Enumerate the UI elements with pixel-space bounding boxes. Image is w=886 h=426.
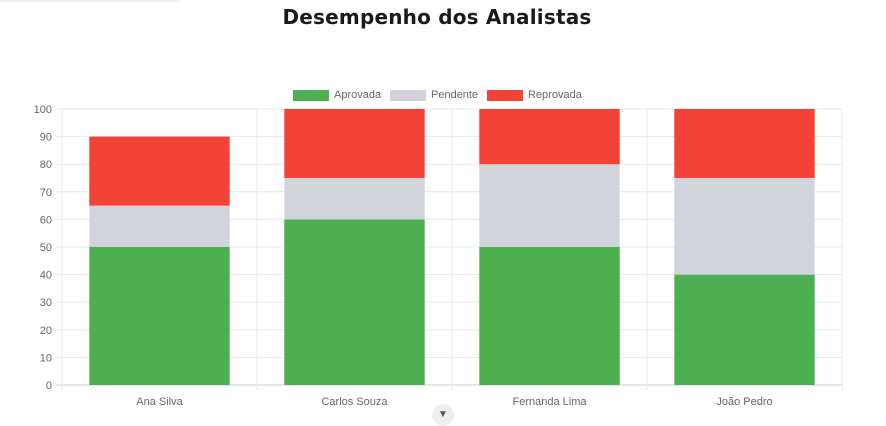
y-tick-label: 0 <box>46 380 52 392</box>
legend-item-reprovada[interactable]: Reprovada <box>487 88 582 102</box>
y-tick-label: 70 <box>40 187 52 199</box>
x-tick-label: Fernanda Lima <box>513 396 588 408</box>
bar-aprovada <box>89 247 230 385</box>
x-tick-label: Ana Silva <box>136 396 183 408</box>
legend-item-aprovada[interactable]: Aprovada <box>293 88 381 102</box>
y-tick-label: 90 <box>40 132 52 144</box>
bar-pendente <box>674 178 815 275</box>
legend-label-aprovada: Aprovada <box>334 89 382 101</box>
y-tick-label: 10 <box>40 352 52 364</box>
bar-reprovada <box>479 109 620 165</box>
legend-swatch-pendente <box>390 89 426 101</box>
chart-title: Desempenho dos Analistas <box>282 5 592 29</box>
top-edge-bar <box>0 0 180 2</box>
bar-aprovada <box>479 247 620 385</box>
x-tick-label: João Pedro <box>716 396 772 408</box>
bar-reprovada <box>674 109 815 178</box>
chevron-down-icon: ▼ <box>438 409 448 420</box>
y-tick-label: 30 <box>40 297 52 309</box>
bar-reprovada <box>284 109 425 178</box>
bar-aprovada <box>674 274 815 385</box>
x-tick-label: Carlos Souza <box>321 396 388 408</box>
bar-pendente <box>89 205 230 247</box>
bar-aprovada <box>284 219 425 385</box>
y-tick-label: 50 <box>40 242 52 254</box>
bar-pendente <box>284 178 425 220</box>
legend-swatch-reprovada <box>487 89 523 101</box>
y-tick-label: 40 <box>40 270 52 282</box>
y-tick-label: 20 <box>40 325 52 337</box>
legend-swatch-aprovada <box>293 89 329 101</box>
legend-label-pendente: Pendente <box>431 89 479 101</box>
bar-pendente <box>479 164 620 247</box>
y-tick-label: 100 <box>34 104 52 116</box>
y-tick-label: 80 <box>40 159 52 171</box>
legend-item-pendente[interactable]: Pendente <box>390 88 478 102</box>
y-tick-label: 60 <box>40 214 52 226</box>
bar-reprovada <box>89 136 230 206</box>
scroll-down-button[interactable]: ▼ <box>432 404 454 426</box>
chart-legend: Aprovada Pendente Reprovada <box>0 88 874 102</box>
legend-label-reprovada: Reprovada <box>528 89 582 101</box>
